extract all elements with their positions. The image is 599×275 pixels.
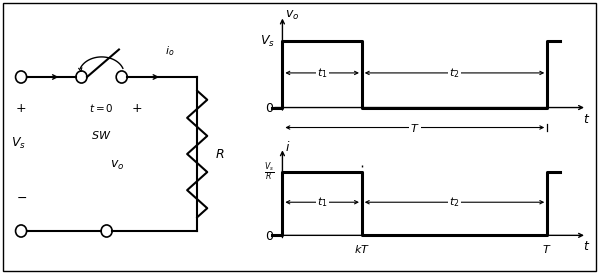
Text: $\frac{V_s}{R}$: $\frac{V_s}{R}$ — [264, 160, 274, 183]
Text: $T$: $T$ — [410, 122, 419, 134]
Text: $SW$: $SW$ — [92, 129, 112, 141]
Text: $t_1$: $t_1$ — [317, 66, 328, 80]
Text: $0$: $0$ — [265, 102, 274, 116]
Text: $V_s$: $V_s$ — [259, 33, 274, 48]
Text: $V_s$: $V_s$ — [11, 136, 26, 150]
Text: $t_2$: $t_2$ — [449, 195, 460, 209]
Text: $kT$: $kT$ — [354, 243, 370, 255]
Text: $t$: $t$ — [583, 240, 591, 254]
Text: $t_2$: $t_2$ — [449, 66, 460, 80]
Text: $i$: $i$ — [285, 141, 291, 155]
Text: $t_1$: $t_1$ — [317, 195, 328, 209]
Text: $i_o$: $i_o$ — [165, 44, 174, 58]
Text: $v_o$: $v_o$ — [285, 9, 300, 22]
Text: $-$: $-$ — [16, 191, 26, 204]
Text: $+$: $+$ — [131, 102, 143, 115]
Text: $R$: $R$ — [215, 147, 224, 161]
Text: $t$: $t$ — [583, 113, 591, 126]
Text: $v_o$: $v_o$ — [110, 158, 124, 172]
Text: $0$: $0$ — [265, 230, 274, 243]
Text: $T$: $T$ — [543, 243, 552, 255]
Text: $+$: $+$ — [16, 102, 27, 115]
Text: $t = 0$: $t = 0$ — [89, 102, 114, 114]
